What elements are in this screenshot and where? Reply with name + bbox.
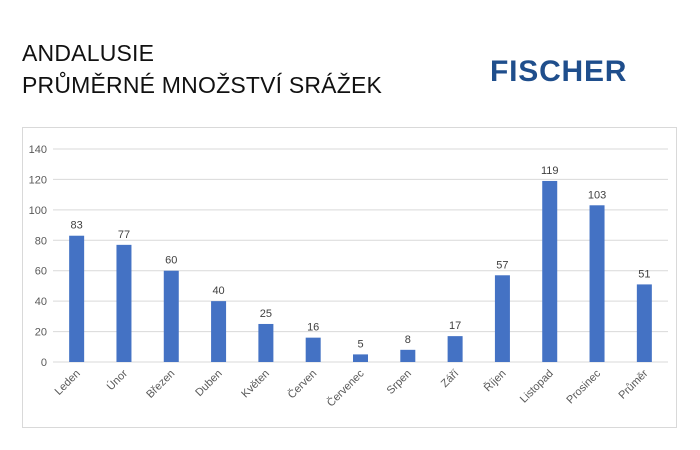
y-tick-label: 140 bbox=[29, 144, 47, 156]
bar bbox=[494, 275, 510, 362]
fischer-logo: FISCHER bbox=[490, 55, 628, 88]
bar bbox=[636, 284, 652, 362]
bar bbox=[163, 270, 179, 362]
data-label: 77 bbox=[118, 229, 130, 241]
data-label: 60 bbox=[165, 255, 177, 267]
y-tick-label: 120 bbox=[29, 174, 47, 186]
data-label: 119 bbox=[541, 165, 559, 177]
bar bbox=[589, 205, 605, 362]
y-tick-label: 40 bbox=[35, 296, 47, 308]
data-label: 40 bbox=[212, 285, 224, 297]
y-tick-label: 100 bbox=[29, 205, 47, 217]
data-label: 103 bbox=[588, 189, 606, 201]
x-tick-label: Únor bbox=[104, 367, 130, 393]
bar bbox=[116, 244, 132, 362]
y-tick-label: 20 bbox=[35, 327, 47, 339]
x-tick-label: Srpen bbox=[385, 368, 414, 397]
chart-frame: 0 20 40 60 80 100 120 140 83 Leden 77 Únor 60 Březen 4… bbox=[22, 127, 677, 428]
x-tick-label: Březen bbox=[144, 368, 177, 401]
bar bbox=[447, 336, 463, 362]
x-tick-label: Červen bbox=[285, 367, 319, 401]
title-line-region: ANDALUSIE bbox=[22, 40, 155, 66]
data-label: 8 bbox=[405, 334, 411, 346]
bar bbox=[69, 235, 85, 362]
data-label: 57 bbox=[496, 259, 508, 271]
data-label: 16 bbox=[307, 322, 319, 334]
title-line-subject: PRŮMĚRNÉ MNOŽSTVÍ SRÁŽEK bbox=[22, 72, 383, 98]
page-title: ANDALUSIE PRŮMĚRNÉ MNOŽSTVÍ SRÁŽEK bbox=[22, 37, 382, 101]
x-tick-label: Květen bbox=[239, 368, 272, 401]
x-tick-label: Leden bbox=[53, 368, 83, 398]
x-tick-label: Listopad bbox=[518, 368, 556, 406]
y-tick-label: 60 bbox=[35, 266, 47, 278]
precipitation-bar-chart: 0 20 40 60 80 100 120 140 83 Leden 77 Únor 60 Březen 4… bbox=[29, 144, 668, 410]
x-tick-label: Duben bbox=[193, 368, 224, 399]
data-label: 17 bbox=[449, 320, 461, 332]
bar bbox=[258, 323, 274, 362]
data-label: 5 bbox=[357, 338, 363, 350]
bar bbox=[211, 301, 227, 362]
y-tick-label: 80 bbox=[35, 235, 47, 247]
x-tick-label: Prosinec bbox=[564, 367, 603, 406]
data-label: 25 bbox=[260, 308, 272, 320]
data-label: 83 bbox=[71, 220, 83, 232]
bar bbox=[400, 349, 416, 362]
x-tick-label: Říjen bbox=[481, 367, 508, 394]
bar bbox=[542, 180, 558, 362]
bar bbox=[305, 337, 321, 362]
data-label: 51 bbox=[638, 268, 650, 280]
x-tick-label: Září bbox=[439, 368, 461, 390]
y-tick-label: 0 bbox=[41, 357, 47, 369]
bar bbox=[353, 354, 368, 362]
x-tick-label: Průměr bbox=[616, 367, 650, 401]
x-tick-label: Červenec bbox=[324, 367, 367, 410]
